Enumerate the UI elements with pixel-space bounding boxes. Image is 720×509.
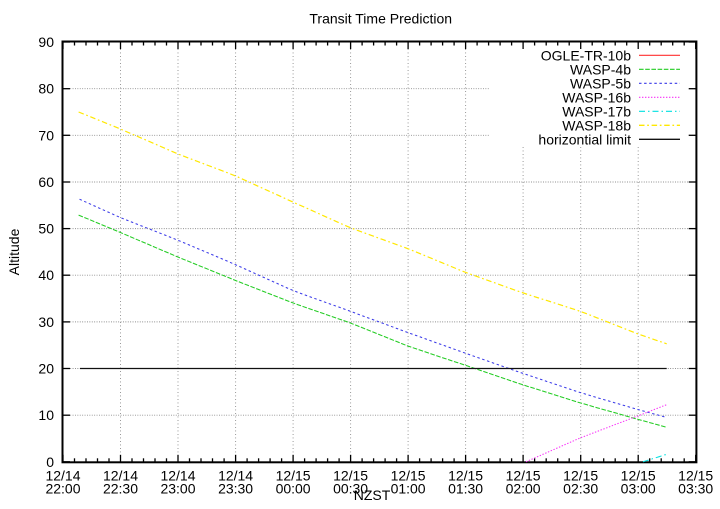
svg-text:50: 50 [38,221,54,237]
svg-text:02:00: 02:00 [506,481,541,497]
svg-text:12/15: 12/15 [563,468,598,484]
svg-text:30: 30 [38,314,54,330]
svg-text:12/15: 12/15 [448,468,483,484]
svg-text:60: 60 [38,174,54,190]
svg-text:Transit Time Prediction: Transit Time Prediction [309,10,452,26]
svg-text:12/15: 12/15 [621,468,656,484]
svg-text:90: 90 [38,34,54,50]
svg-text:10: 10 [38,407,54,423]
svg-text:12/14: 12/14 [45,468,80,484]
svg-text:02:30: 02:30 [563,481,598,497]
svg-text:20: 20 [38,361,54,377]
svg-text:WASP-17b: WASP-17b [562,103,631,119]
svg-text:12/15: 12/15 [276,468,311,484]
svg-text:12/15: 12/15 [391,468,426,484]
svg-text:12/15: 12/15 [506,468,541,484]
svg-text:00:30: 00:30 [333,481,368,497]
svg-text:0: 0 [46,454,54,470]
svg-text:03:30: 03:30 [678,481,713,497]
svg-text:WASP-4b: WASP-4b [570,61,631,77]
svg-text:22:30: 22:30 [103,481,138,497]
svg-text:NZST: NZST [354,487,391,503]
svg-text:WASP-5b: WASP-5b [570,75,631,91]
svg-text:23:00: 23:00 [160,481,195,497]
svg-text:horizontial limit: horizontial limit [538,131,631,147]
svg-text:Altitude: Altitude [6,228,22,275]
svg-text:23:30: 23:30 [218,481,253,497]
svg-text:WASP-18b: WASP-18b [562,117,631,133]
svg-text:12/14: 12/14 [218,468,253,484]
svg-text:01:30: 01:30 [448,481,483,497]
svg-text:70: 70 [38,127,54,143]
svg-text:01:00: 01:00 [391,481,426,497]
svg-text:WASP-16b: WASP-16b [562,89,631,105]
svg-text:03:00: 03:00 [621,481,656,497]
svg-text:22:00: 22:00 [45,481,80,497]
svg-text:80: 80 [38,81,54,97]
svg-text:12/15: 12/15 [333,468,368,484]
svg-text:12/14: 12/14 [160,468,195,484]
svg-text:40: 40 [38,267,54,283]
svg-text:OGLE-TR-10b: OGLE-TR-10b [541,47,631,63]
svg-text:12/14: 12/14 [103,468,138,484]
svg-text:12/15: 12/15 [678,468,713,484]
svg-text:00:00: 00:00 [276,481,311,497]
